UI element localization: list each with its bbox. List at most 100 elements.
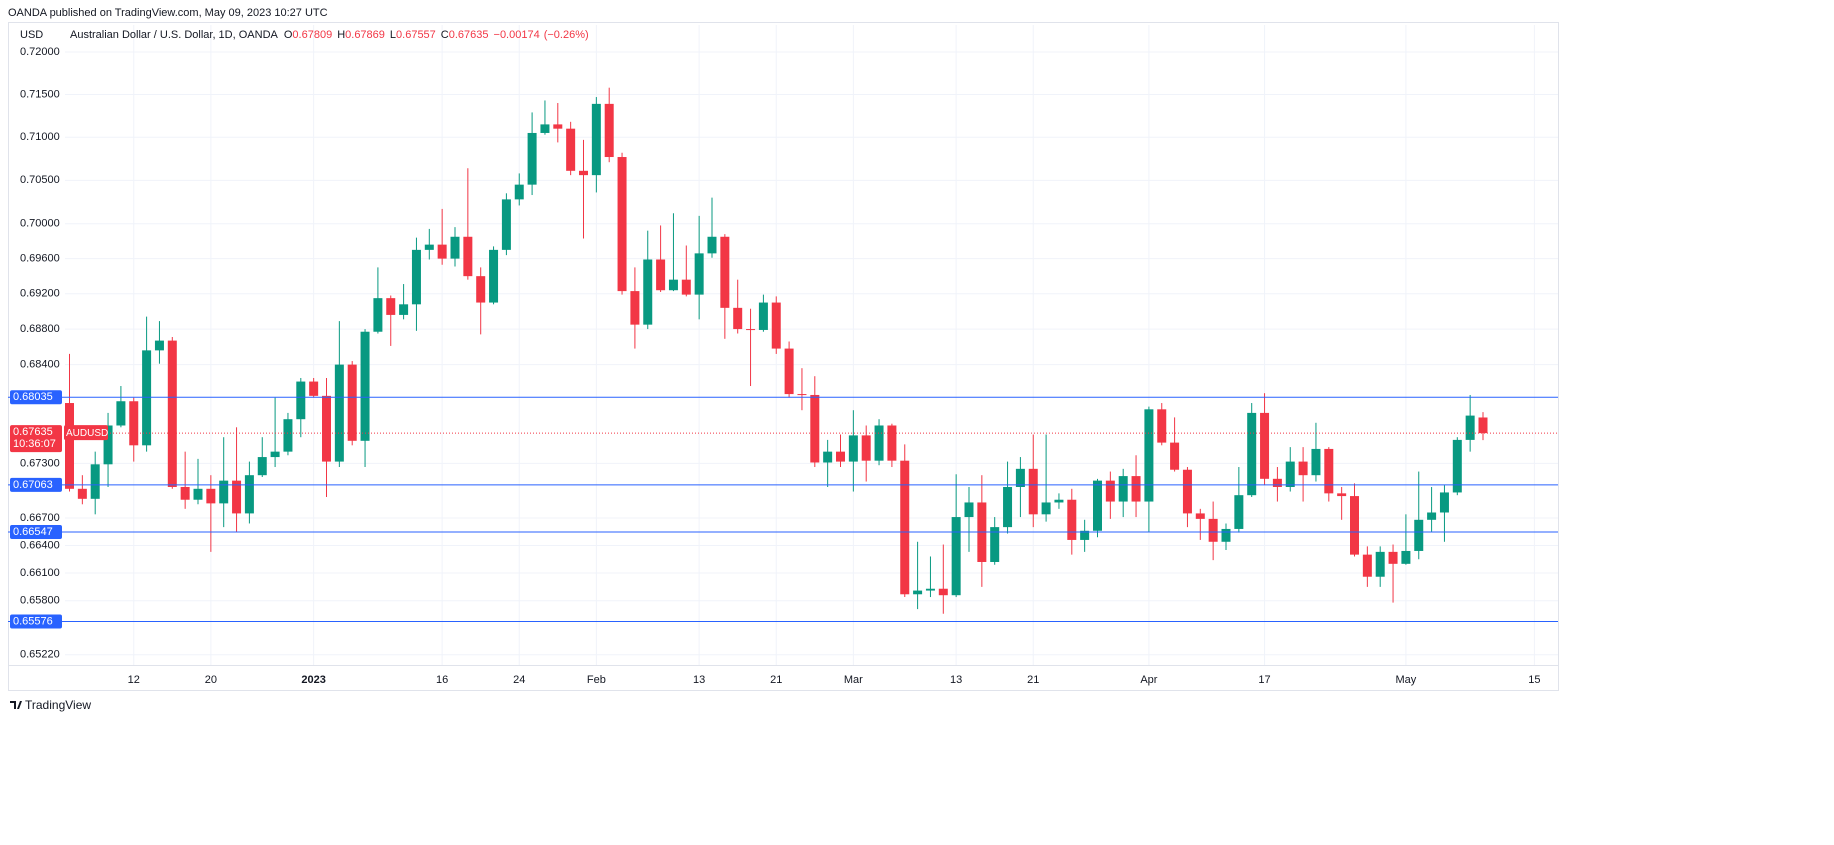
level-label-bg xyxy=(10,390,62,405)
candle-body xyxy=(1028,468,1038,515)
candle-body xyxy=(540,124,550,133)
candle-body xyxy=(1195,513,1205,519)
y-tick-label: 0.70000 xyxy=(20,218,60,230)
x-tick-label: 16 xyxy=(436,674,448,686)
x-tick-label: 24 xyxy=(513,674,525,686)
candle-body xyxy=(309,381,319,396)
y-tick-label: 0.69200 xyxy=(20,288,60,300)
candle-body xyxy=(501,199,511,250)
candle-body xyxy=(1182,469,1192,514)
legend-value: 0.67635 xyxy=(449,29,489,41)
candle-body xyxy=(103,425,113,465)
symbol-tag: AUDUSD xyxy=(66,428,108,439)
y-tick-label: 0.65220 xyxy=(20,649,60,661)
candle-body xyxy=(681,279,691,295)
candle-body xyxy=(1067,499,1077,540)
x-tick-label: 21 xyxy=(770,674,782,686)
currency: USD xyxy=(20,29,43,41)
candle-body xyxy=(900,460,910,595)
candle-body xyxy=(797,394,807,396)
legend-key: O xyxy=(284,29,293,41)
symbol-title: Australian Dollar / U.S. Dollar, 1D, OAN… xyxy=(70,29,279,41)
candle-body xyxy=(424,244,434,250)
candle-body xyxy=(1118,476,1128,502)
y-tick-label: 0.68800 xyxy=(20,323,60,335)
change-value: −0.00174 xyxy=(494,29,540,41)
plot: 12 20 2023 16 24 Feb 13 21 Mar 13 21 Apr 17 May 15 0.72… xyxy=(8,25,1558,686)
x-tick-label: 13 xyxy=(693,674,705,686)
candle-body xyxy=(1375,551,1385,577)
candle-body xyxy=(1003,486,1013,528)
candle-body xyxy=(270,451,280,458)
y-tick-label: 0.66400 xyxy=(20,539,60,551)
candle-body xyxy=(913,590,923,595)
candle-body xyxy=(1478,417,1488,434)
candle-body xyxy=(450,236,460,259)
candle-body xyxy=(1285,461,1295,487)
candle-body xyxy=(1362,554,1372,577)
candle-body xyxy=(694,253,704,295)
y-tick-label: 0.71500 xyxy=(20,88,60,100)
candle-body xyxy=(386,298,396,315)
x-tick-label: Apr xyxy=(1140,674,1157,686)
candle-body xyxy=(1157,409,1167,443)
candle-body xyxy=(373,298,383,332)
symbol-tag-bg xyxy=(64,425,108,441)
candle-body xyxy=(1298,461,1308,476)
y-tick-label: 0.65800 xyxy=(20,595,60,607)
candle-body xyxy=(938,588,948,596)
y-tick-label: 0.71000 xyxy=(20,131,60,143)
candle-body xyxy=(1221,528,1231,542)
candle-body xyxy=(437,244,447,259)
x-tick-label: Feb xyxy=(587,674,606,686)
candle-body xyxy=(1324,448,1334,494)
last-price-label: 0.67635 xyxy=(13,426,53,438)
candle-body xyxy=(1465,415,1475,440)
candle-body xyxy=(232,480,242,514)
y-tick-label: 0.68400 xyxy=(20,359,60,371)
legend-value: 0.67557 xyxy=(396,29,436,41)
symbol-legend: Australian Dollar / U.S. Dollar, 1D, OAN… xyxy=(70,29,589,41)
candle-body xyxy=(1388,551,1398,564)
candle-body xyxy=(887,425,897,461)
x-tick-label: May xyxy=(1396,674,1417,686)
footer: TradingView xyxy=(25,698,91,712)
level-label: 0.67063 xyxy=(13,479,53,491)
legend-key: H xyxy=(337,29,345,41)
candle-body xyxy=(1234,495,1244,529)
candle-body xyxy=(257,457,267,476)
level-label-bg xyxy=(10,477,62,492)
candle-body xyxy=(758,302,768,330)
candle-body xyxy=(925,588,935,591)
candle-body xyxy=(591,103,601,176)
candle-body xyxy=(1041,502,1051,515)
candle-body xyxy=(65,403,74,489)
candle-body xyxy=(1427,512,1437,520)
candle-body xyxy=(1144,409,1154,502)
y-tick-label: 0.70500 xyxy=(20,174,60,186)
countdown: 10:36:07 xyxy=(13,438,56,450)
candle-body xyxy=(244,475,254,514)
x-tick-label: 21 xyxy=(1027,674,1039,686)
candle-body xyxy=(489,249,499,303)
candle-body xyxy=(720,236,730,308)
candle-body xyxy=(1414,519,1424,551)
candle-body xyxy=(861,435,871,461)
candle-body xyxy=(951,517,961,596)
candle-body xyxy=(116,401,126,426)
candle-body xyxy=(527,132,537,185)
candle-body xyxy=(823,451,833,463)
candle-body xyxy=(167,340,177,487)
candle-body xyxy=(476,276,486,303)
candle-body xyxy=(553,124,563,129)
candle-body xyxy=(630,291,640,325)
candle-body xyxy=(1452,439,1462,493)
x-tick-label: 2023 xyxy=(301,674,325,686)
candle-body xyxy=(399,304,409,315)
candle-body xyxy=(1260,412,1270,479)
candle-body xyxy=(810,394,820,463)
candle-body xyxy=(154,340,164,351)
candle-body xyxy=(1439,492,1449,513)
y-tick-label: 0.66100 xyxy=(20,567,60,579)
y-tick-label: 0.69600 xyxy=(20,253,60,265)
